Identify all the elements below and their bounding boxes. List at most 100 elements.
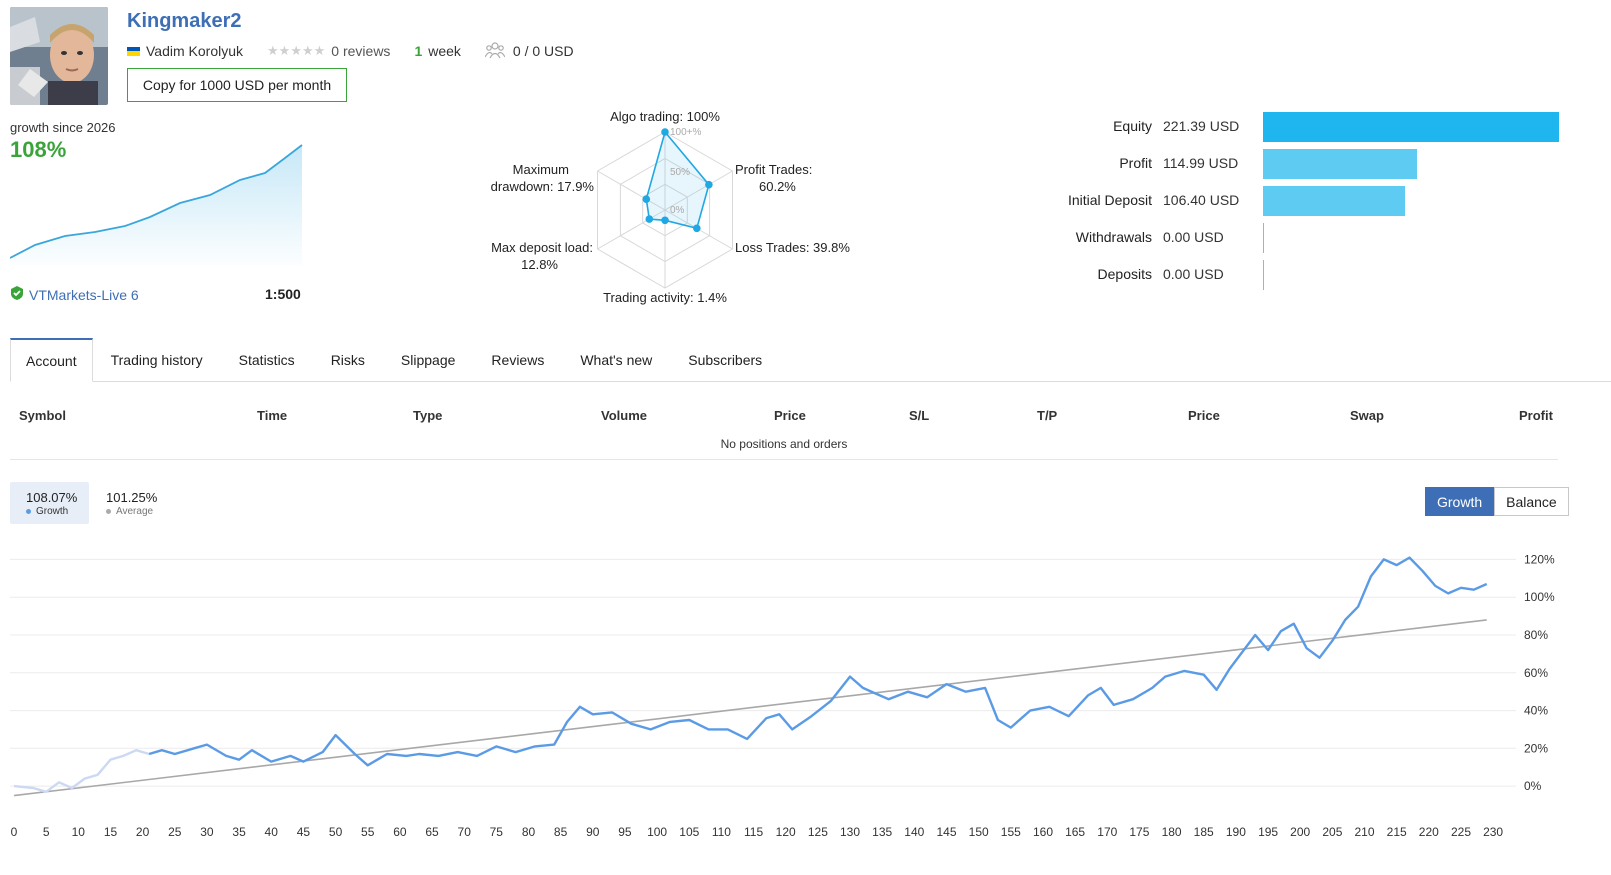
radar-axis [597,170,666,211]
x-tick-label: 125 [808,825,828,839]
stat-bar [1263,223,1264,253]
column-price[interactable]: Price [774,408,806,423]
subscribers-icon [484,41,506,62]
tab-trading-history[interactable]: Trading history [110,352,203,368]
x-tick-label: 115 [744,825,763,839]
balance-toggle-button[interactable]: Balance [1494,487,1569,516]
radar-ring-label: 50% [670,167,690,178]
column-time[interactable]: Time [257,408,288,423]
x-tick-label: 50 [329,825,343,839]
tab-subscribers[interactable]: Subscribers [688,352,763,368]
stat-value: 0.00 USD [1163,229,1224,245]
x-tick-label: 210 [1354,825,1374,839]
radar-point [645,215,654,223]
stat-value: 106.40 USD [1163,192,1240,208]
x-tick-label: 135 [872,825,892,839]
weeks-label: week [428,43,461,59]
y-tick-label: 100% [1524,590,1555,604]
x-tick-label: 140 [904,825,924,839]
tab-reviews[interactable]: Reviews [491,352,545,368]
column-type[interactable]: Type [413,408,443,423]
radar-axis [664,170,733,211]
column-tp[interactable]: T/P [1037,408,1058,423]
growth-line [148,556,1488,767]
tab-statistics[interactable]: Statistics [238,352,295,368]
x-tick-label: 220 [1419,825,1439,839]
avatar[interactable] [10,7,108,105]
x-tick-label: 15 [104,825,118,839]
chart-mode-toggle: Growth Balance [1425,487,1569,516]
growth-chart: 120% 100% 80% 60% 40% 20% 0% 0 5 10 15 20 25 30 35 40 45… [10,552,1555,839]
tab-risks[interactable]: Risks [330,352,365,368]
radar-point [661,216,669,225]
legend-growth-highlight[interactable] [10,482,89,524]
x-tick-label: 195 [1258,825,1278,839]
column-swap[interactable]: Swap [1350,408,1384,423]
radar-point [693,224,701,233]
signal-title[interactable]: Kingmaker2 [127,10,242,32]
growth-line-early [13,748,150,793]
rating-stars-icon: ★★★★★ [267,43,326,58]
weeks-number: 1 [414,43,423,59]
legend-average-value[interactable]: 101.25% [106,490,158,505]
x-tick-label: 120 [776,825,796,839]
leverage-value: 1:500 [265,286,301,302]
radar-label-load: Max deposit load: [491,240,593,255]
x-tick-label: 190 [1226,825,1246,839]
radar-label-profit: Profit Trades: [735,162,812,177]
broker-name[interactable]: VTMarkets-Live 6 [29,286,139,303]
x-tick-label: 95 [618,825,632,839]
broker-link[interactable]: VTMarkets-Live 6 [10,286,139,303]
x-tick-label: 35 [232,825,246,839]
growth-dot-icon [26,509,31,514]
x-tick-label: 10 [72,825,86,839]
column-symbol[interactable]: Symbol [19,408,66,423]
x-tick-label: 100 [647,825,667,839]
x-tick-label: 90 [586,825,600,839]
author-name[interactable]: Vadim Korolyuk [146,43,244,59]
reviews-count[interactable]: 0 reviews [331,43,391,59]
y-tick-label: 120% [1524,552,1555,566]
x-tick-label: 155 [1001,825,1021,839]
positions-table-header: Symbol Time Type Volume Price S/L T/P Pr… [0,408,1611,424]
x-tick-label: 225 [1451,825,1471,839]
stat-value: 0.00 USD [1163,266,1224,282]
y-tick-label: 20% [1524,741,1548,755]
radar-ring-label: 0% [670,205,685,216]
stat-row: Profit 114.99 USD [1020,149,1580,179]
column-sl[interactable]: S/L [909,408,930,423]
radar-label-loss: Loss Trades: 39.8% [735,240,850,255]
y-tick-label: 80% [1524,628,1548,642]
column-volume[interactable]: Volume [601,408,647,423]
radar-axis [597,209,666,250]
x-tick-label: 145 [936,825,956,839]
stat-label: Profit [1119,155,1152,171]
x-tick-label: 165 [1065,825,1085,839]
legend-average[interactable]: Average [106,506,153,517]
column-profit[interactable]: Profit [1519,408,1553,423]
radar-label-load-value: 12.8% [521,257,558,272]
x-tick-label: 55 [361,825,375,839]
x-tick-label: 205 [1322,825,1342,839]
growth-toggle-button[interactable]: Growth [1425,487,1495,516]
tab-slippage[interactable]: Slippage [400,352,456,368]
x-tick-label: 230 [1483,825,1503,839]
stat-label: Equity [1113,118,1152,134]
verified-check-icon [10,286,24,303]
tab-whats-new[interactable]: What's new [580,352,653,368]
x-tick-label: 60 [393,825,407,839]
legend-growth-value[interactable]: 108.07% [26,490,78,505]
radar-ring-label: 100+% [670,127,702,138]
legend-growth[interactable]: Growth [26,506,68,517]
x-tick-label: 65 [425,825,439,839]
copy-signal-button[interactable]: Copy for 1000 USD per month [127,68,347,102]
column-price-current[interactable]: Price [1188,408,1220,423]
legend-growth-label: Growth [36,506,69,517]
average-line [13,619,1487,797]
mini-growth-chart [10,144,303,265]
x-tick-label: 130 [840,825,860,839]
tab-account[interactable]: Account [10,338,93,382]
stat-label: Initial Deposit [1067,192,1152,208]
subscribers-count: 0 / 0 USD [512,43,574,59]
stat-value: 114.99 USD [1163,155,1239,171]
